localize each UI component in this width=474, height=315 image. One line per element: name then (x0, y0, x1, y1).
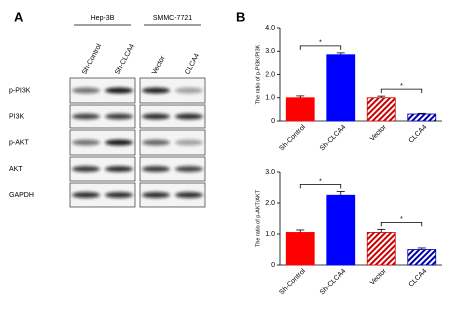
panel-label: A (14, 9, 24, 24)
y-tick-label: 0 (271, 118, 275, 125)
blot-band (72, 139, 100, 146)
blot-band (142, 192, 170, 198)
bar (407, 249, 437, 266)
y-axis-label: The ratio of p-AKT/AKT (255, 189, 261, 247)
y-tick-label: 2.0 (265, 71, 275, 78)
y-tick-label: 1.0 (265, 231, 275, 238)
row-label: p-PI3K (9, 87, 31, 94)
row-label: PI3K (9, 113, 25, 120)
blot-band (175, 87, 203, 94)
significance-bracket (380, 221, 423, 227)
significance-mark: * (319, 40, 322, 47)
blot-frame (69, 104, 136, 129)
y-tick-label: 2.0 (265, 200, 275, 207)
row-label: GAPDH (9, 192, 34, 199)
lane-label: Vector (151, 54, 167, 75)
bar (285, 232, 315, 266)
blot-band (175, 139, 203, 146)
x-tick-label: Vector (369, 267, 388, 286)
y-tick-label: 0 (271, 262, 275, 269)
x-tick-label: Vector (369, 123, 388, 142)
significance-mark: * (400, 83, 403, 90)
x-tick-label: Sh-Control (278, 123, 307, 152)
bar (366, 97, 396, 122)
significance-bracket (299, 45, 342, 50)
y-tick-label: 3.0 (265, 169, 275, 176)
y-axis-label: The ratio of p-PI3K/PI3K (255, 44, 261, 104)
bar (407, 113, 437, 122)
blot-band (105, 113, 133, 120)
lane-label: CLCA4 (184, 52, 201, 75)
bar (326, 54, 356, 122)
blot-frame (139, 104, 206, 129)
x-tick-label: Sh-CLCA4 (319, 124, 348, 153)
blot-band (72, 166, 100, 172)
significance-bracket (380, 88, 423, 94)
y-tick-label: 1.0 (265, 95, 275, 102)
significance-bracket (299, 184, 342, 189)
bar (366, 232, 396, 266)
significance-mark: * (400, 216, 403, 223)
x-tick-label: Sh-CLCA4 (319, 268, 348, 297)
blot-band (175, 113, 203, 120)
row-label: p-AKT (9, 139, 30, 146)
group-label: Hep-3B (91, 15, 115, 22)
blot-band (105, 166, 133, 172)
lane-label: Sh-CLCA4 (114, 43, 136, 76)
blot-band (175, 192, 203, 198)
lane-label: Sh-Control (81, 43, 103, 76)
significance-mark: * (319, 178, 322, 185)
blot-band (105, 139, 133, 146)
row-label: AKT (9, 166, 23, 173)
panel-label: B (236, 9, 245, 24)
blot-band (175, 166, 203, 172)
blot-band (142, 113, 170, 120)
x-tick-label: CLCA4 (408, 124, 429, 145)
blot-band (72, 192, 100, 198)
bar (326, 194, 356, 266)
blot-band (105, 87, 133, 94)
bar (285, 97, 315, 122)
blot-band (142, 87, 170, 94)
blot-band (142, 166, 170, 172)
blot-band (142, 139, 170, 146)
group-label: SMMC-7721 (153, 15, 192, 22)
y-tick-label: 4.0 (265, 25, 275, 32)
blot-band (105, 192, 133, 198)
x-tick-label: Sh-Control (278, 267, 307, 296)
x-tick-label: CLCA4 (408, 268, 429, 289)
blot-band (72, 113, 100, 120)
blot-band (72, 87, 100, 94)
y-tick-label: 3.0 (265, 48, 275, 55)
